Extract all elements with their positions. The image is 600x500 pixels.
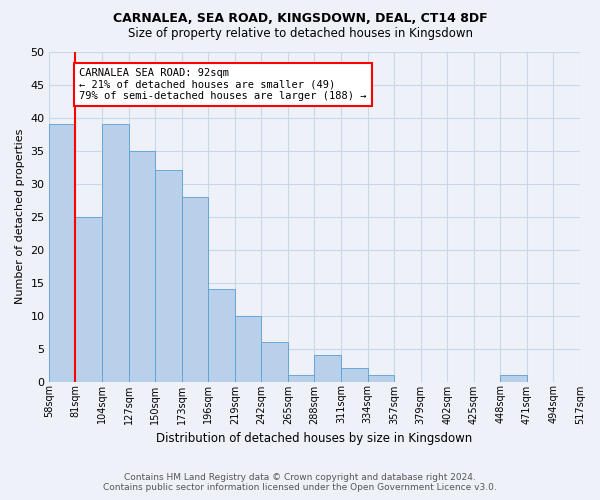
Bar: [182, 196, 208, 382]
Text: CARNALEA, SEA ROAD, KINGSDOWN, DEAL, CT14 8DF: CARNALEA, SEA ROAD, KINGSDOWN, DEAL, CT1…: [113, 12, 487, 26]
Bar: [235, 316, 262, 382]
Bar: [500, 375, 527, 382]
Y-axis label: Number of detached properties: Number of detached properties: [15, 129, 25, 304]
Bar: [102, 124, 128, 382]
Bar: [262, 342, 288, 382]
Bar: [288, 375, 314, 382]
Text: Size of property relative to detached houses in Kingsdown: Size of property relative to detached ho…: [128, 28, 473, 40]
Bar: [314, 355, 341, 382]
Bar: [155, 170, 182, 382]
Text: Contains HM Land Registry data © Crown copyright and database right 2024.
Contai: Contains HM Land Registry data © Crown c…: [103, 473, 497, 492]
Bar: [368, 375, 394, 382]
Bar: [128, 150, 155, 382]
Text: CARNALEA SEA ROAD: 92sqm
← 21% of detached houses are smaller (49)
79% of semi-d: CARNALEA SEA ROAD: 92sqm ← 21% of detach…: [79, 68, 367, 101]
Bar: [341, 368, 368, 382]
Bar: [76, 216, 102, 382]
X-axis label: Distribution of detached houses by size in Kingsdown: Distribution of detached houses by size …: [156, 432, 473, 445]
Bar: [49, 124, 76, 382]
Bar: [208, 289, 235, 382]
